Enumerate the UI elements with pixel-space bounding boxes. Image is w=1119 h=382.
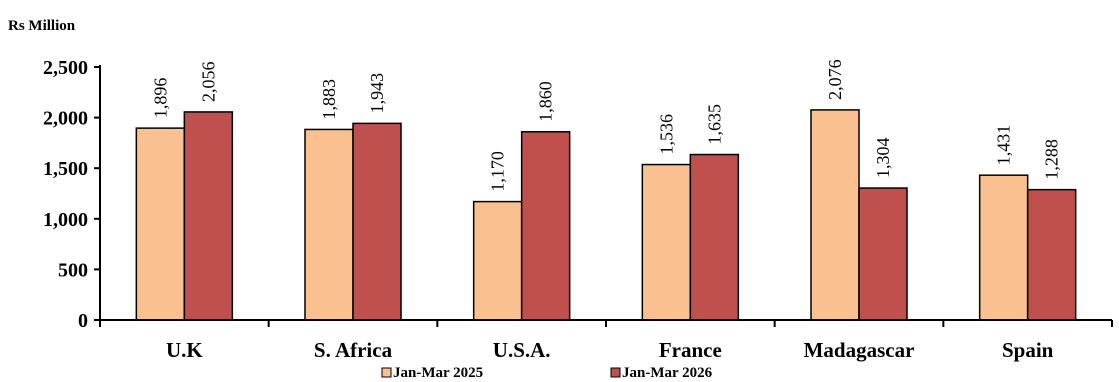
y-tick-label: 2,500 [43,57,88,79]
data-label: 1,431 [994,125,1014,166]
y-axis-ticks: 0 500 1,000 1,500 2,000 2,500 [43,57,100,332]
bar-jan-mar-2025-2 [472,200,523,321]
bar-jan-mar-2026-3 [689,153,740,321]
legend-swatch [610,367,621,378]
data-label: 1,170 [488,151,508,191]
bar-jan-mar-2025-5 [978,174,1029,321]
x-tick-label: Spain [1002,338,1054,362]
bars [135,109,1077,321]
x-tick-label: S. Africa [314,338,393,362]
y-tick-label: 1,500 [43,158,88,180]
x-tick-label: Madagascar [804,338,915,362]
bar-jan-mar-2026-2 [520,131,571,321]
legend-label: Jan-Mar 2026 [622,365,713,381]
bar-jan-mar-2026-1 [352,122,402,321]
y-tick-label: 2,000 [43,108,88,130]
bar-jan-mar-2025-4 [810,109,860,321]
data-label: 1,883 [319,79,339,120]
x-axis-ticks: U.K S. Africa U.S.A. France Madagascar Spain [99,320,1113,362]
bar-jan-mar-2026-0 [183,111,234,321]
legend: Jan-Mar 2025 Jan-Mar 2026 [381,365,713,381]
x-tick-label: U.S.A. [493,338,551,362]
bar-jan-mar-2025-3 [641,163,692,321]
y-tick-label: 0 [78,310,88,332]
y-tick-label: 1,000 [43,209,88,231]
data-label: 1,304 [873,138,893,179]
x-tick-label: U.K [166,338,203,362]
legend-swatch [381,367,392,378]
axes [94,65,1112,321]
bar-jan-mar-2025-1 [304,128,354,321]
data-label: 2,056 [198,61,218,102]
y-axis-unit-label: Rs Million [8,18,76,34]
bar-jan-mar-2026-4 [858,187,908,321]
data-label: 1,943 [367,73,387,114]
bar-jan-mar-2026-5 [1026,188,1077,321]
legend-label: Jan-Mar 2025 [393,365,483,381]
data-label: 1,288 [1042,139,1062,180]
x-tick-label: France [659,338,722,362]
data-label: 1,536 [656,114,676,155]
bar-jan-mar-2025-0 [135,127,186,321]
data-label: 1,635 [704,104,724,145]
data-label: 2,076 [825,59,845,100]
y-tick-label: 500 [58,259,88,281]
data-labels: 1,896 2,056 1,883 1,943 1,170 1,860 1,536 1,635… [150,59,1061,191]
data-label: 1,896 [150,78,170,119]
data-label: 1,860 [536,81,556,122]
